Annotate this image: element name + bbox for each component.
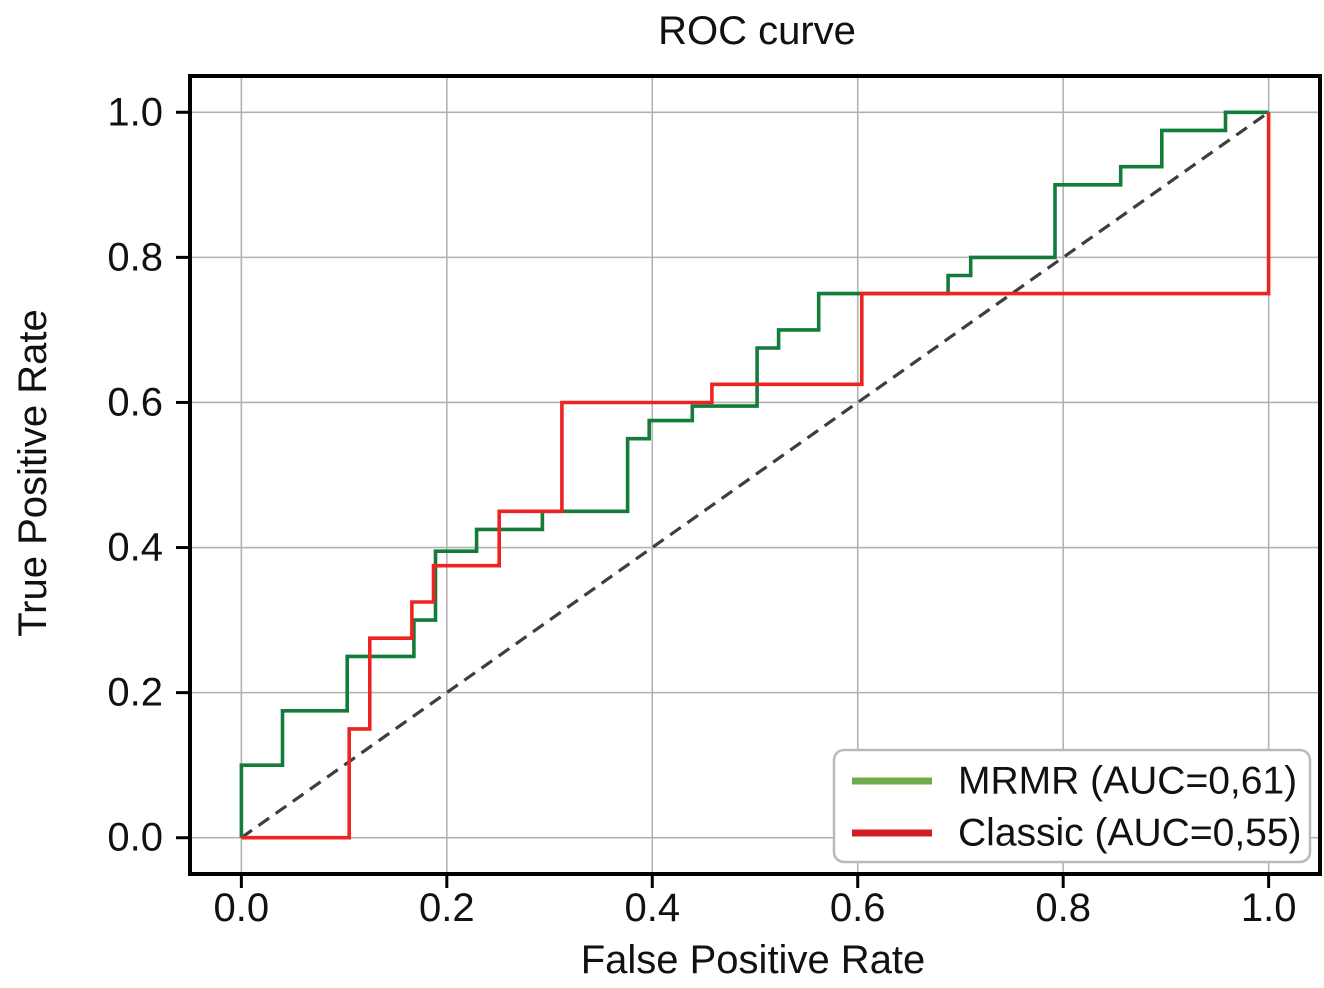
y-tick-label: 0.8 bbox=[107, 235, 163, 279]
y-tick-label: 0.4 bbox=[107, 526, 163, 570]
y-tick-label: 1.0 bbox=[107, 90, 163, 134]
diagonal-reference bbox=[240, 110, 1270, 840]
roc-curves bbox=[239, 110, 1271, 840]
x-tick-label: 0.0 bbox=[214, 886, 270, 930]
x-axis-label: False Positive Rate bbox=[581, 938, 926, 982]
legend: MRMR (AUC=0,61) Classic (AUC=0,55) bbox=[832, 748, 1312, 864]
legend-label-mrmr: MRMR (AUC=0,61) bbox=[958, 760, 1297, 803]
y-axis-label: True Positive Rate bbox=[11, 309, 55, 637]
chance-diagonal-line bbox=[240, 110, 1270, 840]
x-tick-label: 0.2 bbox=[419, 886, 475, 930]
x-tick-label: 0.8 bbox=[1035, 886, 1091, 930]
legend-box bbox=[832, 748, 1312, 864]
x-tick-label: 0.4 bbox=[624, 886, 680, 930]
legend-label-classic: Classic (AUC=0,55) bbox=[958, 812, 1302, 855]
y-tick-label: 0.2 bbox=[107, 671, 163, 715]
plot-border bbox=[188, 74, 1322, 876]
roc-curve-mrmr bbox=[239, 110, 1269, 838]
chart-title: ROC curve bbox=[658, 9, 856, 53]
y-tick-label: 0.6 bbox=[107, 380, 163, 424]
axes-ticks: 0.0 0.2 0.4 0.6 0.8 1.0 0.0 0.2 0.4 0.6 0.8 1.0 bbox=[107, 90, 1296, 930]
x-tick-label: 1.0 bbox=[1241, 886, 1297, 930]
x-tick-label: 0.6 bbox=[830, 886, 886, 930]
roc-curve-classic bbox=[241, 112, 1271, 840]
y-tick-label: 0.0 bbox=[107, 816, 163, 860]
